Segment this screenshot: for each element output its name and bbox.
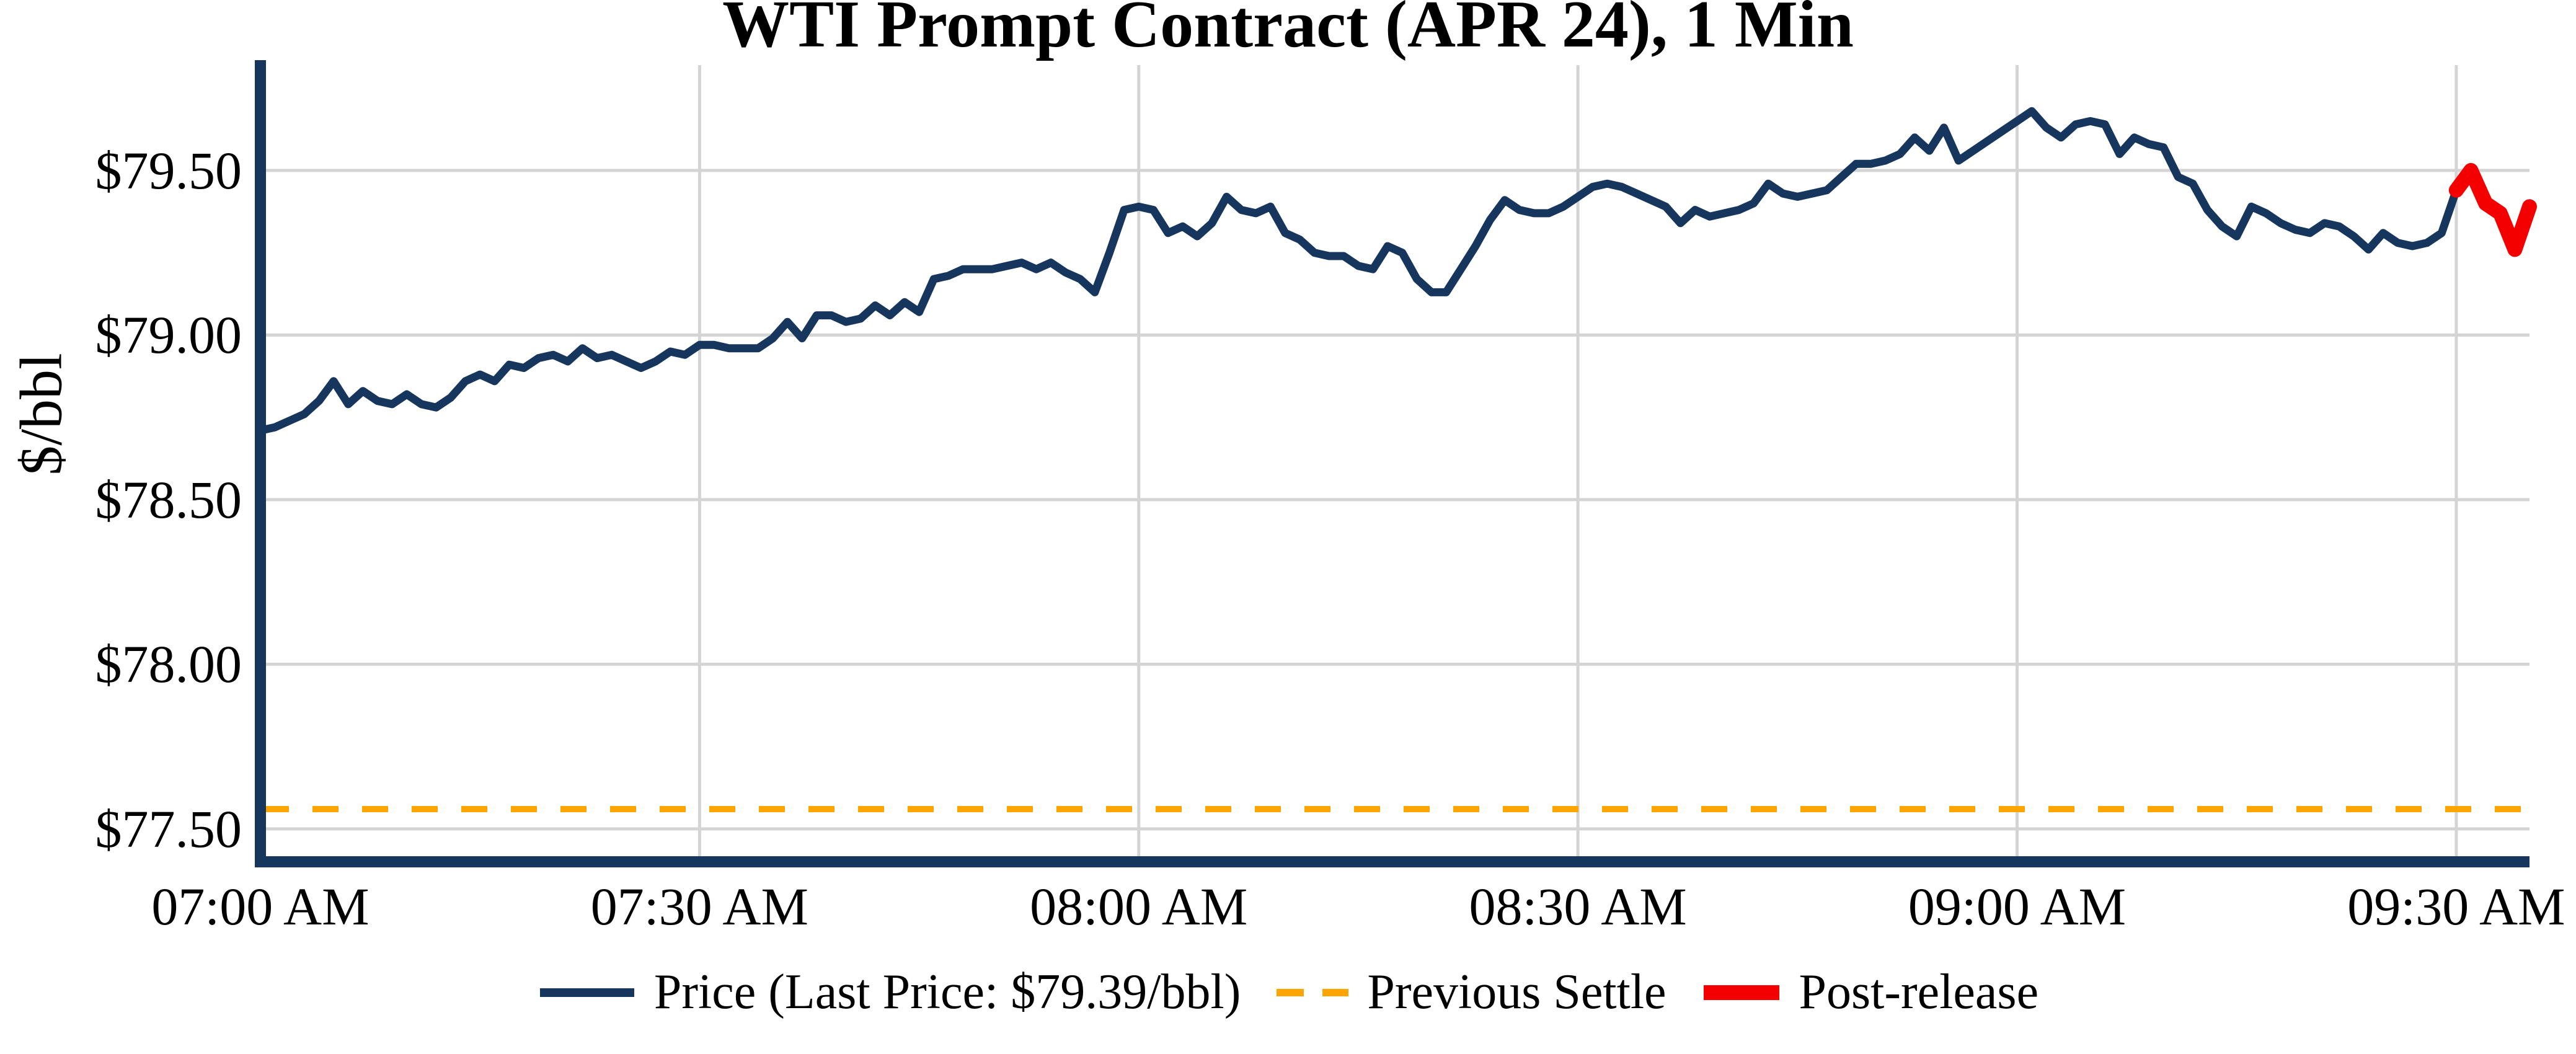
x-tick-label: 08:30 AM [1469, 877, 1687, 936]
y-tick-label: $78.00 [95, 634, 242, 694]
y-tick-label: $79.00 [95, 305, 242, 365]
x-tick-label: 08:00 AM [1030, 877, 1248, 936]
legend-label-previous-settle: Previous Settle [1367, 965, 1666, 1019]
post-release-line [2448, 162, 2537, 257]
legend: Price (Last Price: $79.39/bbl) Previous … [0, 964, 2576, 1021]
y-tick-label: $78.50 [95, 469, 242, 529]
y-tick-label: $79.50 [95, 140, 242, 200]
price-line-swatch-icon [539, 988, 634, 997]
x-tick-label: 07:00 AM [151, 877, 370, 936]
x-tick-label: 09:00 AM [1908, 877, 2127, 936]
x-tick-label: 07:30 AM [590, 877, 808, 936]
y-tick-label: $77.50 [95, 799, 242, 859]
legend-item-post-release: Post-release [1701, 964, 2039, 1021]
legend-label-post-release: Post-release [1799, 965, 2039, 1019]
chart-title: WTI Prompt Contract (APR 24), 1 Min [722, 0, 1854, 61]
x-tick-label: 09:30 AM [2347, 877, 2565, 936]
post-release-line-swatch-icon [1703, 985, 1779, 1000]
previous-settle-dash-swatch-icon [1277, 988, 1349, 996]
price-line [256, 107, 2461, 435]
legend-item-previous-settle: Previous Settle [1275, 964, 1666, 1021]
legend-label-price: Price (Last Price: $79.39/bbl) [653, 965, 1241, 1019]
legend-item-price: Price (Last Price: $79.39/bbl) [538, 964, 1241, 1021]
